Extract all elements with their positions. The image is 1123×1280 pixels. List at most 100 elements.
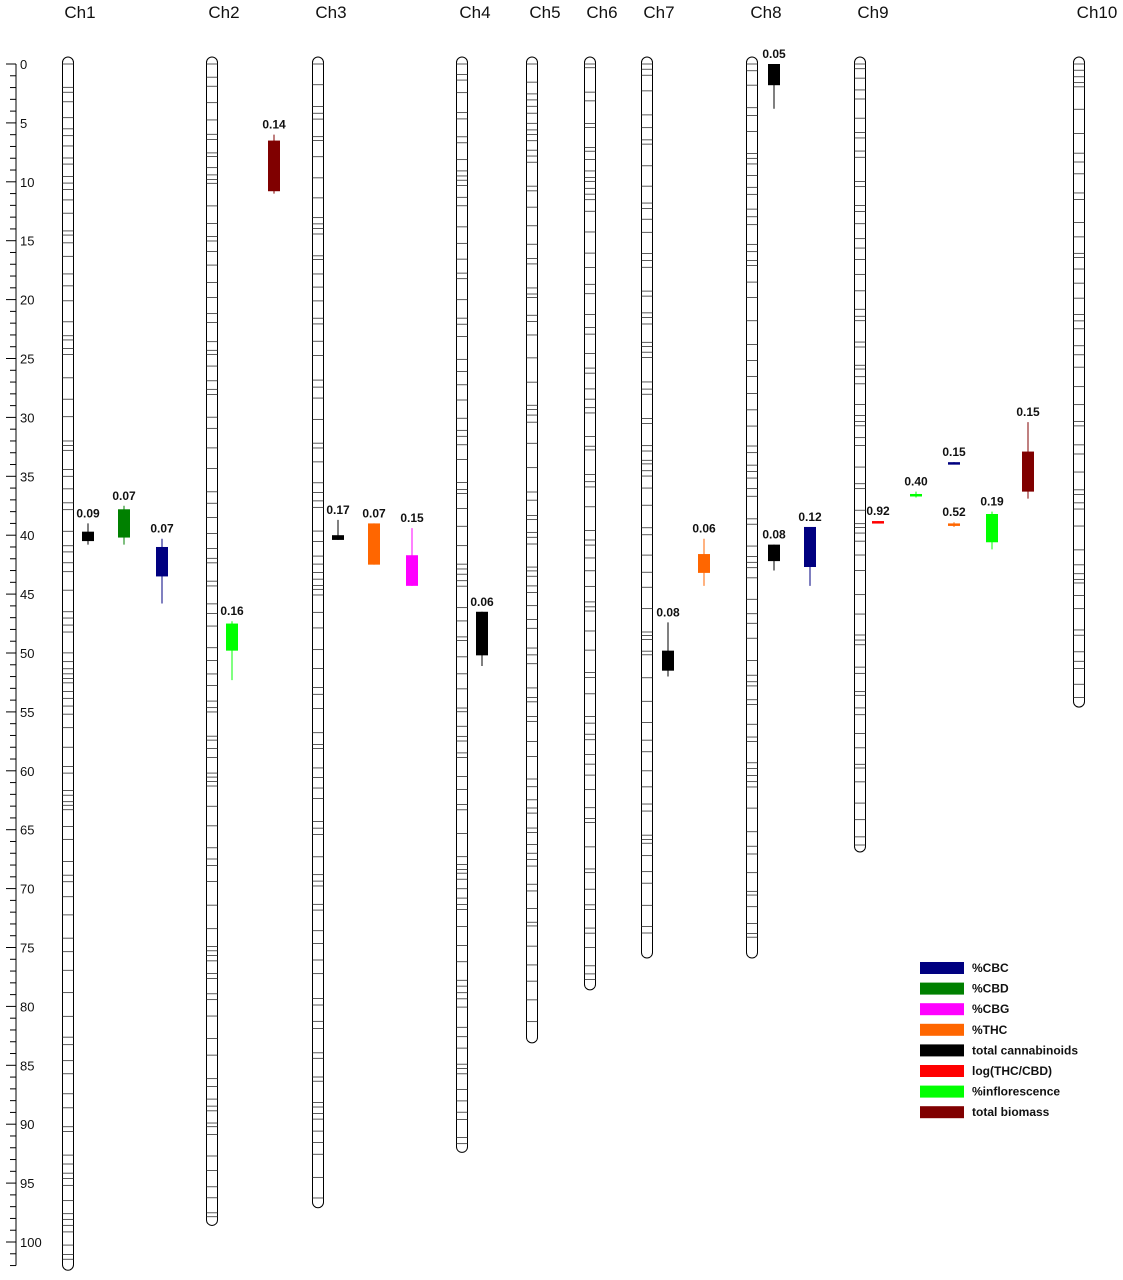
qtl-ch7-9: 0.08: [656, 605, 680, 677]
qtl-interval: [118, 509, 130, 538]
qtl-ch9-17: 0.52: [942, 505, 966, 527]
qtl-value-label: 0.19: [980, 495, 1004, 509]
legend-swatch: [920, 982, 964, 995]
chromosome-label: Ch10: [1077, 3, 1118, 22]
chromosome-bar: [62, 56, 74, 1271]
axis-tick-label: 0: [20, 57, 27, 72]
qtl-interval: [948, 523, 960, 526]
chromosome-bar: [584, 56, 596, 991]
legend-swatch: [920, 962, 964, 974]
qtl-ch2-3: 0.14: [262, 118, 286, 194]
qtl-ch4-8: 0.06: [470, 595, 494, 666]
chromosome-ch6: Ch6: [584, 3, 618, 991]
chromosome-label: Ch7: [643, 3, 674, 22]
qtl-ch9-15: 0.40: [904, 475, 928, 498]
qtl-interval: [698, 554, 710, 573]
qtl-value-label: 0.07: [362, 506, 386, 520]
axis-tick-label: 60: [20, 764, 34, 779]
chromosome-bar: [206, 56, 218, 1226]
chromosome-bar: [641, 56, 653, 959]
chromosome-bar: [312, 56, 324, 1209]
axis-tick-label: 5: [20, 116, 27, 131]
chromosome-ch2: Ch2: [206, 3, 240, 1226]
axis-tick-label: 65: [20, 823, 34, 838]
qtl-interval: [332, 535, 344, 540]
legend-item: %THC: [920, 1023, 1008, 1037]
axis-tick-label: 100: [20, 1235, 42, 1250]
qtl-value-label: 0.16: [220, 604, 244, 618]
qtl-value-label: 0.09: [76, 506, 100, 520]
qtl-value-label: 0.92: [866, 504, 890, 518]
qtl-ch8-13: 0.12: [798, 510, 822, 586]
qtl-ch9-16: 0.15: [942, 445, 966, 465]
chromosome-ch9: Ch9: [854, 3, 889, 853]
qtl-ch3-5: 0.17: [326, 503, 350, 540]
legend-item: %inflorescence: [920, 1085, 1060, 1099]
legend-label: log(THC/CBD): [972, 1064, 1052, 1078]
qtl-ch8-11: 0.05: [762, 47, 786, 109]
qtl-value-label: 0.15: [400, 511, 424, 525]
axis-tick-label: 85: [20, 1058, 34, 1073]
chromosome-bar: [526, 56, 538, 1044]
qtl-value-label: 0.05: [762, 47, 786, 61]
axis-tick-label: 75: [20, 941, 34, 956]
qtl-value-label: 0.06: [692, 522, 716, 536]
axis-tick-label: 10: [20, 175, 34, 190]
chromosome-label: Ch5: [529, 3, 560, 22]
chromosome-ch1: Ch1: [62, 3, 96, 1271]
qtl-interval: [872, 521, 884, 524]
chromosome-bar: [854, 56, 866, 853]
qtl-ch3-6: 0.07: [362, 506, 386, 565]
legend-item: total biomass: [920, 1105, 1050, 1119]
legend-item: total cannabinoids: [920, 1043, 1078, 1057]
axis-tick-label: 55: [20, 705, 34, 720]
legend-swatch: [920, 1044, 964, 1057]
chromosome-label: Ch3: [315, 3, 346, 22]
axis-tick-label: 30: [20, 410, 34, 425]
legend-swatch: [920, 1085, 964, 1098]
axis-tick-label: 35: [20, 469, 34, 484]
axis-tick-label: 15: [20, 234, 34, 249]
legend-label: total cannabinoids: [972, 1043, 1078, 1057]
qtl-interval: [948, 462, 960, 465]
legend-item: %CBG: [920, 1002, 1009, 1016]
qtl-value-label: 0.15: [942, 445, 966, 459]
axis-tick-label: 70: [20, 882, 34, 897]
qtl-ch7-10: 0.06: [692, 522, 716, 586]
qtl-interval: [82, 531, 94, 542]
cm-axis: 0 5 10 15 20 25 30 35 40 45 50 55 60 65 70 75 80 85 90 95 10…: [6, 57, 42, 1267]
legend-swatch: [920, 1023, 964, 1036]
qtl-ch3-7: 0.15: [400, 511, 424, 586]
legend-label: %CBD: [972, 982, 1009, 996]
qtl-value-label: 0.07: [112, 489, 136, 503]
qtl-ch2-4: 0.16: [220, 604, 244, 681]
axis-tick-label: 40: [20, 528, 34, 543]
qtl-ch1-0: 0.09: [76, 506, 100, 545]
chromosome-bar: [746, 56, 758, 959]
axis-tick-label: 25: [20, 352, 34, 367]
chromosome-label: Ch8: [750, 3, 781, 22]
chromosome-ch4: Ch4: [456, 3, 491, 1153]
qtl-interval: [986, 513, 998, 543]
legend-item: log(THC/CBD): [920, 1064, 1052, 1078]
qtl-value-label: 0.08: [762, 528, 786, 542]
qtl-interval: [368, 523, 380, 565]
legend-swatch: [920, 1065, 964, 1077]
qtl-interval: [406, 555, 418, 586]
legend-label: %CBC: [972, 961, 1009, 975]
legend-item: %CBD: [920, 982, 1009, 996]
axis-tick-label: 20: [20, 293, 34, 308]
qtl-interval: [768, 64, 780, 86]
legend-label: %THC: [972, 1023, 1008, 1037]
axis-tick-label: 50: [20, 646, 34, 661]
qtl-ch1-1: 0.07: [112, 489, 136, 545]
chromosome-ch8: Ch8: [746, 3, 782, 959]
axis-tick-label: 45: [20, 587, 34, 602]
chromosomes: Ch1 Ch2 Ch3 Ch4 Ch5 Ch6 Ch7 Ch8 Ch9 Ch10: [62, 3, 1118, 1271]
qtl-value-label: 0.52: [942, 505, 966, 519]
qtl-interval: [768, 544, 780, 562]
legend-item: %CBC: [920, 961, 1009, 975]
chromosome-bar: [456, 56, 468, 1153]
qtl-value-label: 0.06: [470, 595, 494, 609]
